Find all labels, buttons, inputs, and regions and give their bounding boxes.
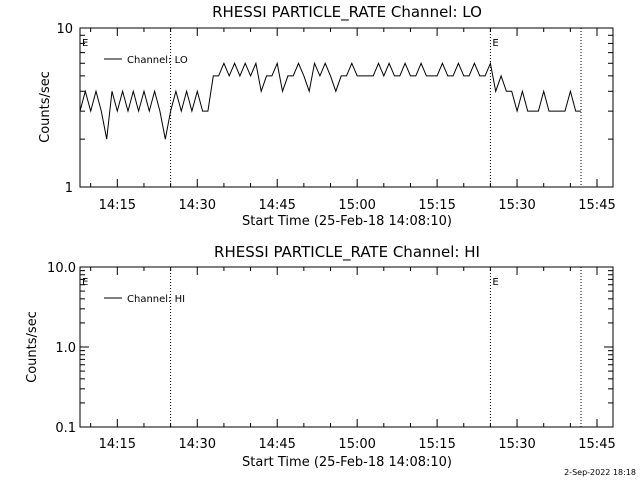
x-tick-label-lo-1430: 14:30: [179, 198, 216, 213]
x-tick-label-hi-1445: 14:45: [258, 437, 295, 452]
chart-title-lo: RHESSI PARTICLE_RATE Channel: LO: [212, 3, 482, 22]
x-axis-label-hi: Start Time (25-Feb-18 14:08:10): [242, 455, 452, 470]
x-axis-label-lo: Start Time (25-Feb-18 14:08:10): [242, 214, 452, 229]
footer-date: 2-Sep-2022 18:18: [564, 468, 636, 477]
vlines-hi: [170, 267, 582, 427]
y-tick-label-hi-0-1: 0.1: [55, 421, 76, 436]
x-tick-label-lo-1445: 14:45: [258, 198, 295, 213]
y-tick-label-hi-10: 10.0: [47, 261, 76, 276]
panel-hi: RHESSI PARTICLE_RATE Channel: HI E E 10.…: [25, 243, 616, 470]
x-ticks-lo: [90, 28, 598, 187]
x-tick-label-lo-1545: 15:45: [578, 198, 615, 213]
x-tick-label-hi-1415: 14:15: [99, 437, 136, 452]
x-tick-label-lo-1500: 15:00: [338, 198, 375, 213]
x-ticks-hi: [90, 267, 598, 427]
x-tick-label-lo-1530: 15:30: [498, 198, 535, 213]
plot-frame-hi: [79, 266, 614, 428]
y-tick-label-lo-10: 10: [56, 22, 73, 37]
x-tick-label-hi-1500: 15:00: [338, 437, 375, 452]
y-axis-label-hi: Counts/sec: [25, 311, 40, 383]
y-tick-label-lo-1: 1: [65, 181, 73, 196]
x-tick-label-hi-1530: 15:30: [498, 437, 535, 452]
y-axis-label-lo: Counts/sec: [38, 71, 53, 143]
marker-e-end-hi: E: [492, 277, 498, 288]
x-tick-label-hi-1545: 15:45: [578, 437, 615, 452]
x-tick-label-hi-1515: 15:15: [418, 437, 455, 452]
marker-e-start-hi: E: [82, 277, 88, 288]
marker-e-start-lo: E: [82, 38, 88, 49]
series-line-lo: [79, 61, 581, 140]
panel-lo: RHESSI PARTICLE_RATE Channel: LO E E 10 …: [38, 3, 616, 229]
chart-title-hi: RHESSI PARTICLE_RATE Channel: HI: [214, 243, 480, 262]
x-tick-label-hi-1430: 14:30: [179, 437, 216, 452]
vlines-lo: [170, 28, 582, 187]
x-tick-label-lo-1415: 14:15: [99, 198, 136, 213]
y-ticks-lo: [80, 27, 613, 188]
y-ticks-hi: [80, 266, 613, 428]
legend-label-hi: Channel: HI: [127, 294, 185, 305]
plot-frame-lo: [79, 27, 614, 188]
x-tick-label-lo-1515: 15:15: [418, 198, 455, 213]
legend-label-lo: Channel: LO: [127, 55, 188, 66]
marker-e-end-lo: E: [492, 38, 498, 49]
y-tick-label-hi-1: 1.0: [55, 341, 76, 356]
